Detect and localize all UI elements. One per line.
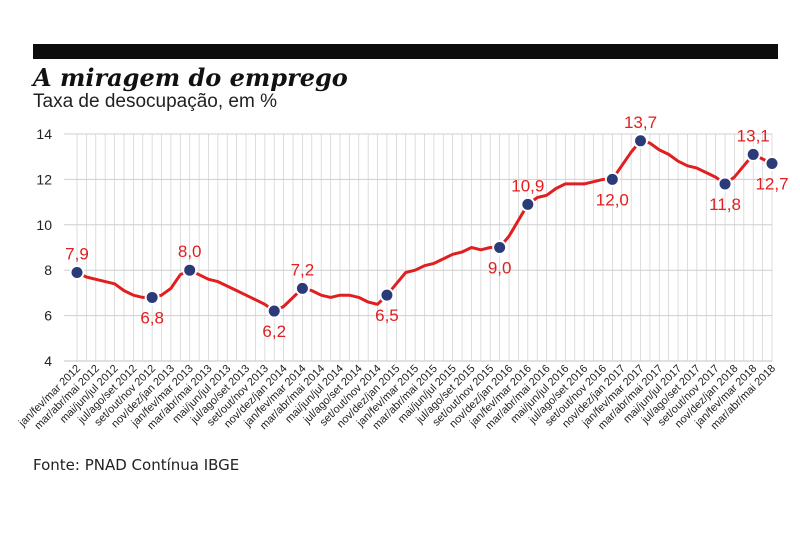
data-label: 11,8 — [709, 195, 741, 214]
data-point — [182, 262, 198, 278]
data-label: 13,7 — [624, 113, 657, 132]
data-points — [69, 133, 780, 319]
data-point — [294, 280, 310, 296]
data-label: 12,0 — [596, 190, 629, 209]
data-label: 9,0 — [488, 259, 512, 278]
data-label: 8,0 — [178, 242, 202, 261]
y-tick-label: 14 — [36, 126, 52, 142]
data-label: 7,9 — [65, 244, 89, 263]
data-point — [633, 133, 649, 149]
data-label: 10,9 — [511, 176, 544, 195]
chart-title: A miragem do emprego — [33, 63, 348, 92]
data-point — [745, 146, 761, 162]
y-tick-label: 12 — [36, 171, 52, 187]
gridlines — [64, 133, 773, 362]
y-tick-label: 8 — [44, 262, 52, 278]
data-point — [144, 289, 160, 305]
data-label: 6,2 — [262, 322, 286, 341]
data-point — [69, 264, 85, 280]
data-point — [379, 287, 395, 303]
data-label: 6,8 — [140, 308, 164, 327]
y-axis: 4 6 8 10 12 14 — [36, 126, 52, 369]
header-bar — [33, 44, 778, 59]
y-tick-label: 4 — [44, 353, 52, 369]
data-point — [764, 156, 780, 172]
data-label: 13,1 — [737, 126, 770, 145]
data-labels: 7,9 6,8 8,0 6,2 7,2 6,5 9,0 10,9 12,0 13,7 11,8 13,… — [65, 113, 788, 341]
data-label: 12,7 — [755, 175, 788, 194]
y-tick-label: 10 — [36, 217, 52, 233]
data-point — [604, 171, 620, 187]
data-label: 6,5 — [375, 306, 399, 325]
y-tick-label: 6 — [44, 308, 52, 324]
data-point — [520, 196, 536, 212]
chart-source: Fonte: PNAD Contínua IBGE — [33, 456, 240, 474]
data-point — [717, 176, 733, 192]
chart-subtitle: Taxa de desocupação, em % — [33, 91, 277, 112]
data-point — [492, 240, 508, 255]
data-point — [266, 303, 282, 319]
data-label: 7,2 — [291, 260, 315, 279]
